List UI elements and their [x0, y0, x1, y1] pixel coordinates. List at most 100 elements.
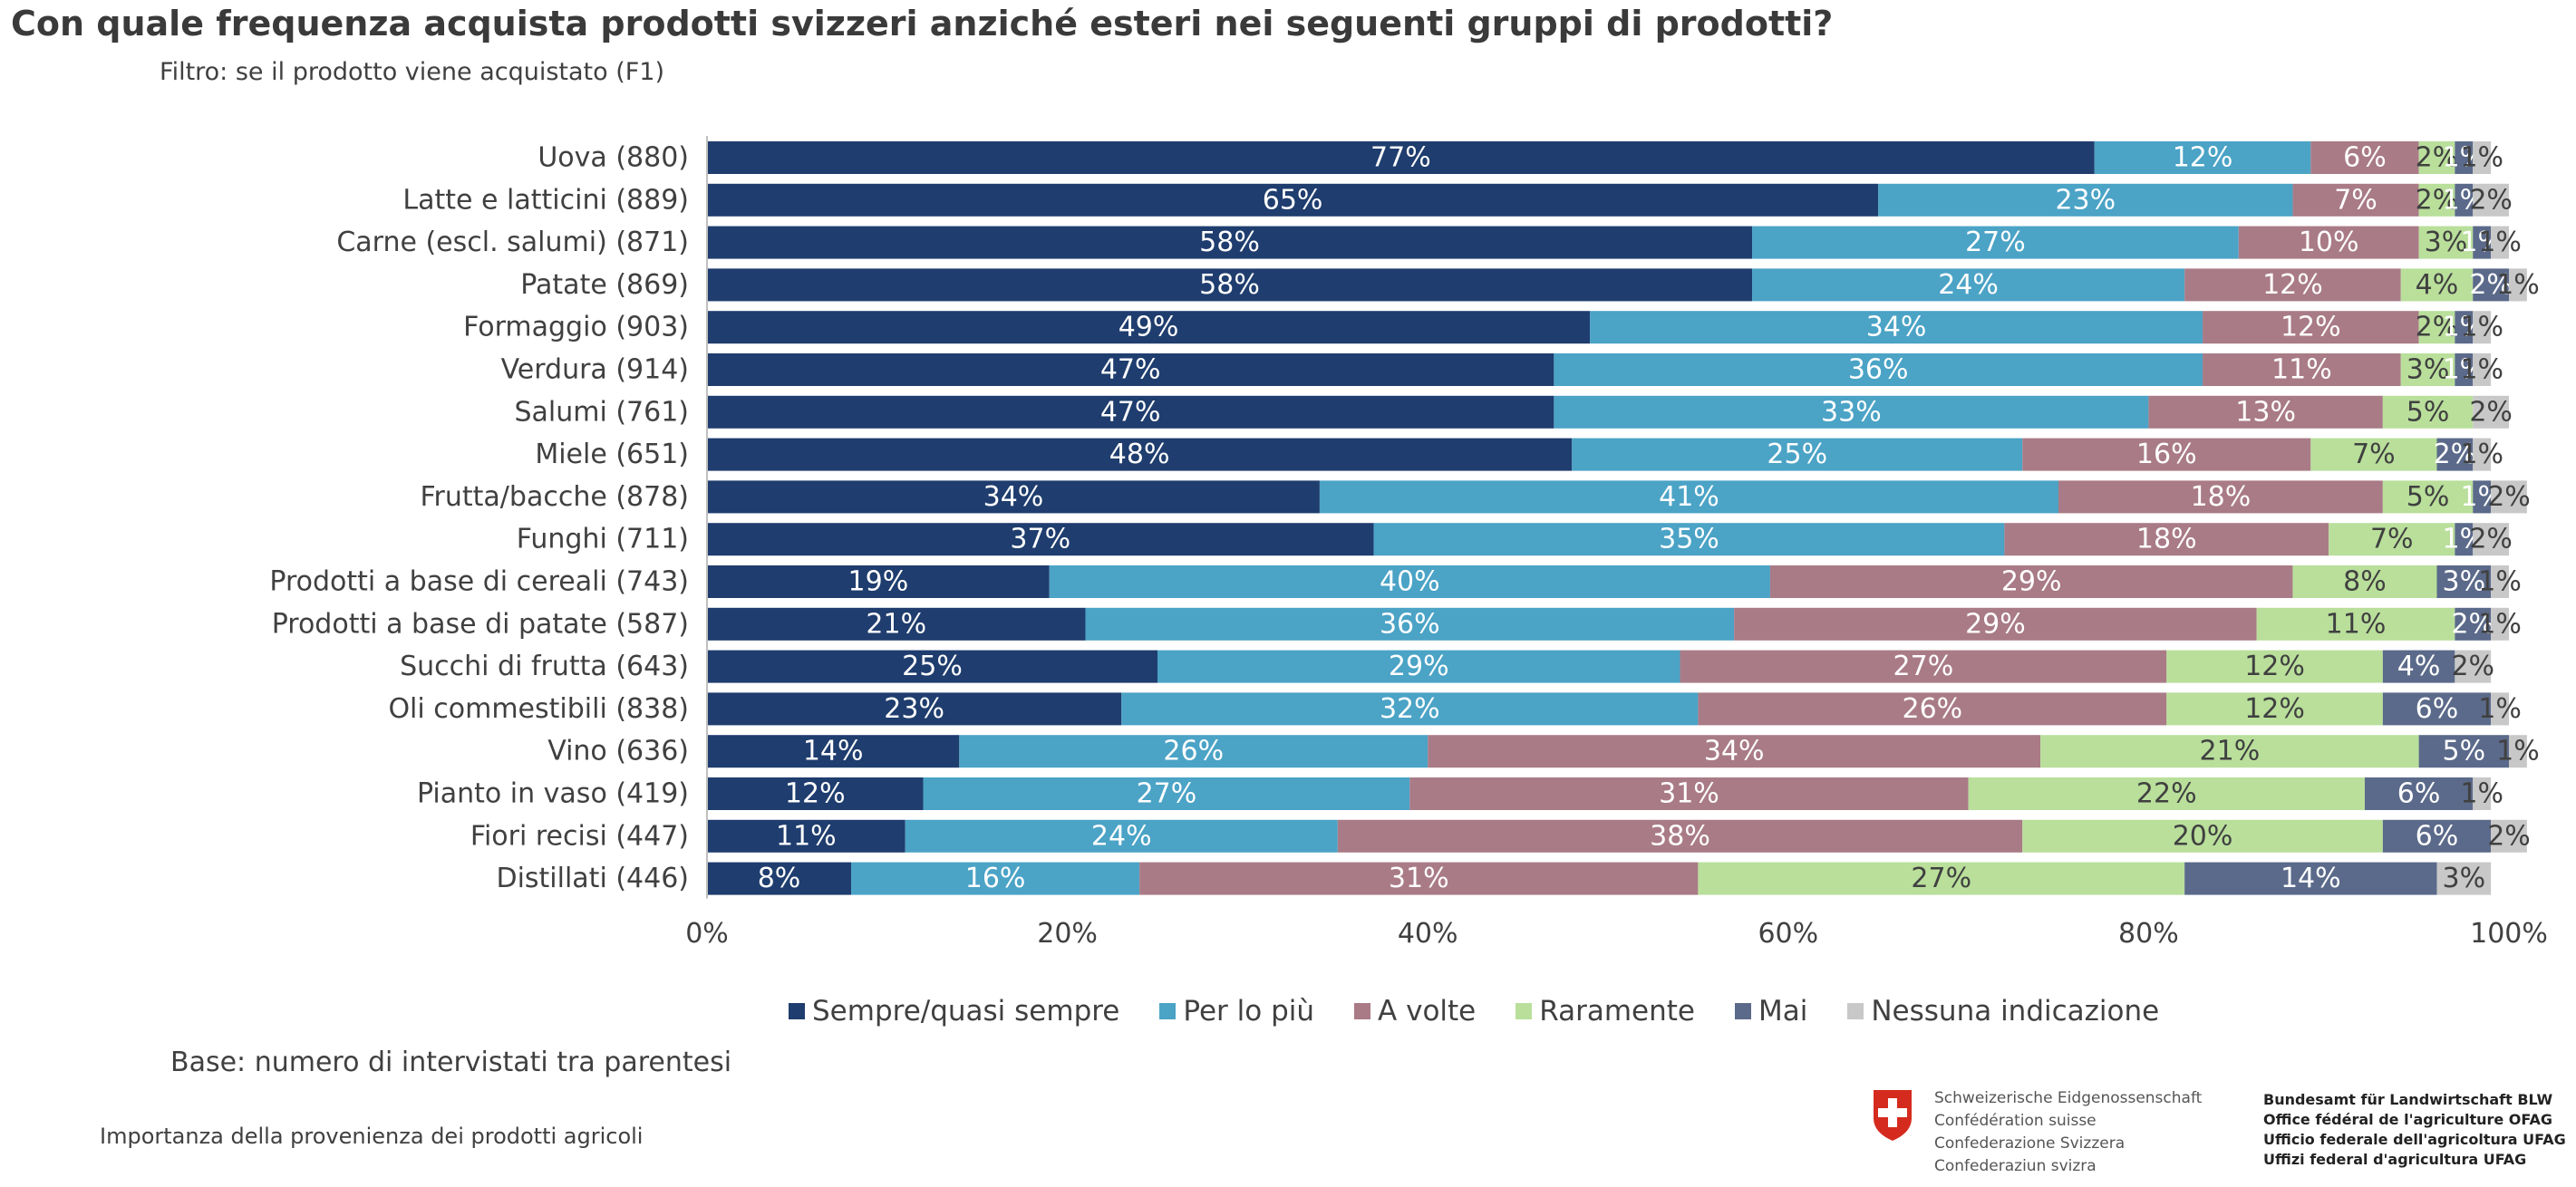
bar-segment	[2400, 268, 2474, 302]
legend-item: Per lo più	[1159, 995, 1314, 1028]
category-label: Distillati (446)	[496, 863, 689, 894]
data-label: 1%	[2460, 312, 2503, 343]
data-label: 35%	[1659, 524, 1719, 555]
bar-segment	[2473, 438, 2492, 471]
bar-segment	[2418, 183, 2455, 217]
category-label: Fiori recisi (447)	[470, 820, 689, 852]
bar-segment	[2166, 650, 2383, 683]
legend-swatch	[1159, 1003, 1177, 1019]
data-label: 47%	[1100, 396, 1161, 428]
data-label: 6%	[2343, 142, 2387, 174]
base-note: Base: numero di intervistati tra parente…	[170, 1047, 732, 1078]
data-label: 34%	[1866, 312, 1927, 343]
bar-segment	[2382, 819, 2492, 853]
bar-segment	[2473, 777, 2492, 810]
data-label: 27%	[1911, 863, 1971, 894]
bar-segment	[1878, 183, 2293, 217]
data-label: 58%	[1199, 269, 1260, 301]
data-label: 49%	[1119, 312, 1179, 343]
data-label: 12%	[2281, 312, 2341, 343]
bar-segment	[2292, 565, 2437, 598]
data-label: 23%	[884, 693, 944, 725]
data-label: 12%	[2262, 269, 2323, 301]
bar-segment	[1157, 650, 1680, 683]
office-name-fr: Office fédéral de l'agriculture OFAG	[2263, 1111, 2553, 1128]
data-label: 2%	[2469, 269, 2513, 301]
category-label: Prodotti a base di cereali (743)	[269, 566, 689, 598]
data-label: 4%	[2397, 651, 2441, 682]
data-label: 2%	[2434, 439, 2477, 470]
data-label: 77%	[1370, 142, 1431, 174]
data-label: 29%	[2001, 566, 2062, 598]
bar-segment	[2509, 735, 2527, 768]
data-label: 24%	[1938, 269, 1999, 301]
data-label: 34%	[983, 481, 1044, 513]
bar-segment	[2310, 438, 2437, 471]
category-label: Verdura (914)	[501, 354, 689, 386]
chart-subtitle: Filtro: se il prodotto viene acquistato …	[160, 58, 665, 86]
x-tick-label: 20%	[1037, 918, 1098, 950]
swiss-cross-icon	[1872, 1088, 1913, 1144]
bar-segment	[1428, 735, 2041, 768]
data-label: 27%	[1965, 227, 2026, 258]
data-label: 38%	[1650, 820, 1710, 852]
legend-item: A volte	[1354, 995, 1476, 1028]
bar-segment	[1139, 862, 1699, 895]
bar-segment	[1554, 395, 2149, 429]
data-label: 2%	[2487, 481, 2531, 513]
data-label: 5%	[2407, 396, 2450, 428]
bar-segment	[2473, 268, 2509, 302]
data-label: 1%	[2478, 693, 2522, 725]
data-label: 1%	[2478, 608, 2522, 640]
bar-segment	[1968, 777, 2365, 810]
data-label: 2%	[2416, 184, 2459, 216]
category-label: Prodotti a base di patate (587)	[272, 608, 689, 640]
bar-segment	[1590, 311, 2203, 344]
data-label: 21%	[2200, 736, 2261, 767]
bar-segment	[2491, 226, 2509, 259]
bar-segment	[2455, 650, 2492, 683]
data-label: 1%	[2496, 269, 2540, 301]
bar-segment	[2040, 735, 2419, 768]
data-label: 8%	[2343, 566, 2387, 598]
data-label: 18%	[2136, 524, 2197, 555]
data-label: 14%	[803, 736, 864, 767]
data-label: 40%	[1380, 566, 1440, 598]
data-label: 47%	[1100, 354, 1161, 386]
bar-segment	[707, 311, 1591, 344]
data-label: 8%	[758, 863, 801, 894]
data-label: 12%	[2173, 142, 2233, 174]
data-label: 3%	[2443, 566, 2486, 598]
bar-segment	[2058, 480, 2383, 514]
data-label: 3%	[2443, 863, 2486, 894]
office-name-de: Bundesamt für Landwirtschaft BLW	[2263, 1091, 2553, 1108]
bar-segment	[2436, 565, 2492, 598]
bar-segment	[2491, 480, 2527, 514]
bar-segment	[1049, 565, 1770, 598]
bar-segment	[2473, 480, 2492, 514]
bar-segment	[707, 777, 924, 810]
data-label: 16%	[965, 863, 1026, 894]
category-label: Miele (651)	[535, 439, 689, 470]
data-label: 1%	[2496, 736, 2540, 767]
category-label: Funghi (711)	[517, 524, 689, 555]
legend-item: Sempre/quasi sempre	[789, 995, 1119, 1028]
data-label: 2%	[2451, 651, 2494, 682]
bar-segment	[2382, 692, 2492, 726]
stacked-bar-chart: 77% 12% 6% 2%1%1%65% 23% 7% 2%1%2%58% 27% 10% 3%1…	[269, 136, 2548, 950]
legend-label: Per lo più	[1183, 995, 1315, 1028]
data-label: 36%	[1848, 354, 1909, 386]
confederation-name-rm: Confederaziun svizra	[1934, 1157, 2097, 1175]
data-label: 4%	[2416, 269, 2459, 301]
bar-segment	[2022, 438, 2311, 471]
data-label: 25%	[902, 651, 963, 682]
bar-segment	[2256, 607, 2455, 641]
bar-segment	[2491, 607, 2509, 641]
x-axis: 0% 20% 40% 60% 80% 100%	[685, 136, 2548, 950]
category-label: Carne (escl. salumi) (871)	[336, 227, 689, 258]
x-tick-label: 40%	[1398, 918, 1458, 950]
bar-segment	[1698, 862, 2185, 895]
legend-item: Mai	[1735, 995, 1807, 1028]
legend-item: Nessuna indicazione	[1847, 995, 2159, 1028]
data-label: 29%	[1965, 608, 2026, 640]
